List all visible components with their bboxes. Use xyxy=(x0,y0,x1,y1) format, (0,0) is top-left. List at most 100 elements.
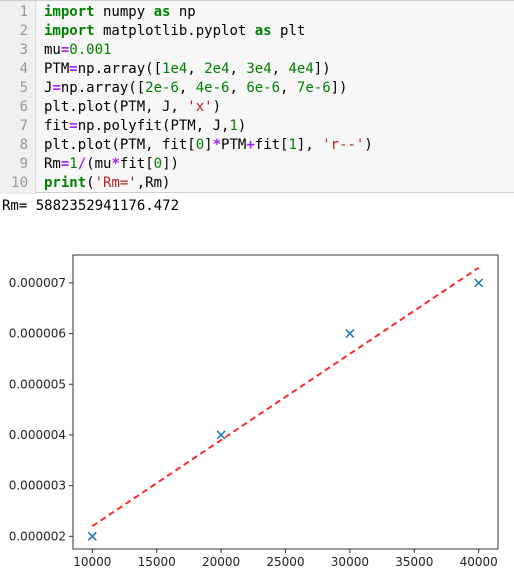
data-point-marker xyxy=(216,430,226,440)
x-tick-label: 20000 xyxy=(202,555,240,568)
code-token: import xyxy=(44,4,95,20)
code-token: 1 xyxy=(69,156,78,172)
code-text[interactable]: fit=np.polyfit(PTM, J,1) xyxy=(44,117,246,136)
code-token: PTM xyxy=(44,61,70,77)
code-token: 0 xyxy=(195,137,205,153)
code-token: = xyxy=(69,61,78,77)
code-token: fit[ xyxy=(119,156,154,172)
code-token: ]) xyxy=(330,80,348,96)
y-tick-label: 0.000004 xyxy=(9,428,66,442)
line-number: 1 xyxy=(19,4,28,20)
code-token: ]) xyxy=(162,156,179,172)
code-token: , xyxy=(229,80,247,96)
code-text[interactable]: J=np.array([2e-6, 4e-6, 6e-6, 7e-6]) xyxy=(44,79,347,98)
code-line[interactable]: 2 import matplotlib.pyplot as plt xyxy=(0,22,514,41)
code-token: import xyxy=(44,23,95,39)
line-number: 6 xyxy=(19,99,28,115)
code-token: print xyxy=(44,175,87,191)
code-token: as xyxy=(153,4,171,20)
code-token: 7e-6 xyxy=(296,80,331,96)
code-token: 'Rm=' xyxy=(94,175,137,191)
y-tick-label: 0.000005 xyxy=(9,377,66,391)
code-token: = xyxy=(60,42,70,58)
code-token: 4e-6 xyxy=(195,80,230,96)
y-tick-label: 0.000006 xyxy=(9,327,66,341)
code-text[interactable]: import numpy as np xyxy=(44,3,196,22)
y-tick-label: 0.000007 xyxy=(9,276,66,290)
code-token: 4e4 xyxy=(288,61,314,77)
line-number: 7 xyxy=(19,118,28,134)
code-token: 2e-6 xyxy=(145,80,179,96)
code-text[interactable]: plt.plot(PTM, J, 'x') xyxy=(44,98,221,117)
code-token: PTM xyxy=(221,137,247,153)
data-point-marker xyxy=(474,278,484,288)
line-number: 5 xyxy=(19,80,28,96)
code-token: ,Rm) xyxy=(136,175,171,191)
code-text[interactable]: Rm=1/(mu*fit[0]) xyxy=(44,155,179,174)
x-tick-label: 15000 xyxy=(138,555,176,568)
code-token: 1 xyxy=(229,118,238,134)
y-tick-label: 0.000002 xyxy=(9,529,66,543)
code-token: np xyxy=(170,4,196,20)
code-text[interactable]: PTM=np.array([1e4, 2e4, 3e4, 4e4]) xyxy=(44,60,331,79)
line-number: 2 xyxy=(19,23,28,39)
code-token: matplotlib.pyplot xyxy=(94,23,255,39)
data-point-marker xyxy=(345,329,355,339)
code-line[interactable]: 10 print('Rm=',Rm) xyxy=(0,174,514,193)
code-token: , xyxy=(187,61,205,77)
code-line[interactable]: 7 fit=np.polyfit(PTM, J,1) xyxy=(0,117,514,136)
x-tick-label: 40000 xyxy=(460,555,498,568)
code-token: = xyxy=(52,80,61,96)
code-token: plt.plot(PTM, J, xyxy=(44,99,188,115)
code-token: plt xyxy=(271,23,306,39)
line-number: 10 xyxy=(11,175,28,191)
fit-line xyxy=(91,266,480,528)
code-token: 'r--' xyxy=(322,137,365,153)
code-token: + xyxy=(246,137,255,153)
line-number: 9 xyxy=(19,156,28,172)
code-text[interactable]: mu=0.001 xyxy=(44,41,111,60)
x-tick-label: 10000 xyxy=(73,555,111,568)
code-line[interactable]: 4 PTM=np.array([1e4, 2e4, 3e4, 4e4]) xyxy=(0,60,514,79)
x-tick-label: 30000 xyxy=(331,555,369,568)
code-line[interactable]: 1 import numpy as np xyxy=(0,3,514,22)
code-token: np.polyfit(PTM, J, xyxy=(77,118,230,134)
code-line[interactable]: 8 plt.plot(PTM, fit[0]*PTM+fit[1], 'r--') xyxy=(0,136,514,155)
code-token: fit[ xyxy=(254,137,289,153)
code-token: = xyxy=(69,118,78,134)
code-token: mu xyxy=(44,42,61,58)
code-line[interactable]: 6 plt.plot(PTM, J, 'x') xyxy=(0,98,514,117)
x-tick-label: 35000 xyxy=(395,555,433,568)
plot-area-frame xyxy=(72,254,499,550)
code-token: ) xyxy=(237,118,247,134)
code-token: * xyxy=(212,137,222,153)
line-number: 8 xyxy=(19,137,28,153)
code-token: , xyxy=(229,61,247,77)
code-token: = xyxy=(60,156,70,172)
code-token: * xyxy=(111,156,120,172)
code-token: 3e4 xyxy=(246,61,272,77)
line-number: 3 xyxy=(19,42,28,58)
code-token: / xyxy=(77,156,87,172)
code-token: 'x' xyxy=(187,99,213,115)
code-token: 1 xyxy=(288,137,297,153)
code-cell[interactable]: 1 import numpy as np 2 import matplotlib.py… xyxy=(0,0,514,194)
code-token: J xyxy=(44,80,53,96)
code-token: np.array([ xyxy=(77,61,163,77)
code-text[interactable]: plt.plot(PTM, fit[0]*PTM+fit[1], 'r--') xyxy=(44,136,373,155)
code-token: fit xyxy=(44,118,70,134)
code-token: np.array([ xyxy=(60,80,146,96)
code-line[interactable]: 3 mu=0.001 xyxy=(0,41,514,60)
code-token: ]) xyxy=(313,61,331,77)
code-token: ] xyxy=(204,137,213,153)
line-number-gutter xyxy=(0,1,36,194)
code-token: ) xyxy=(364,137,373,153)
x-tick-label: 25000 xyxy=(266,555,304,568)
code-line[interactable]: 5 J=np.array([2e-6, 4e-6, 6e-6, 7e-6]) xyxy=(0,79,514,98)
code-token: , xyxy=(178,80,196,96)
code-token: ], xyxy=(296,137,323,153)
code-token: 1e4 xyxy=(162,61,188,77)
code-line[interactable]: 9 Rm=1/(mu*fit[0]) xyxy=(0,155,514,174)
code-text[interactable]: print('Rm=',Rm) xyxy=(44,174,170,193)
code-text[interactable]: import matplotlib.pyplot as plt xyxy=(44,22,305,41)
